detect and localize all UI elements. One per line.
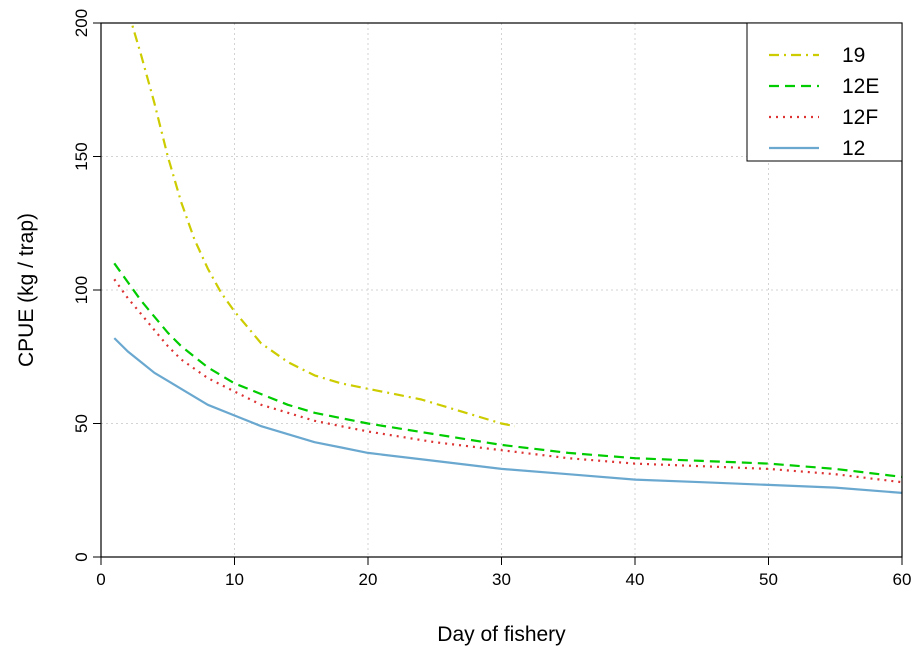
y-axis-title: CPUE (kg / trap) (15, 213, 38, 367)
x-tick-label: 50 (759, 570, 778, 589)
series-line-19 (130, 23, 516, 428)
legend-label: 12F (842, 106, 878, 129)
series-line-12f (113, 278, 902, 484)
series-line-12 (113, 337, 902, 494)
x-tick-label: 0 (96, 570, 105, 589)
legend-label: 12 (842, 137, 865, 160)
x-tick-label: 30 (492, 570, 511, 589)
x-tick-label: 10 (225, 570, 244, 589)
x-tick-label: 20 (359, 570, 378, 589)
y-tick-label: 0 (72, 552, 91, 561)
series-line-12e (113, 262, 902, 478)
x-tick-label: 60 (893, 570, 912, 589)
series-lines (113, 23, 902, 494)
y-tick-label: 150 (72, 142, 91, 170)
legend: 19 12E 12F 12 (746, 22, 903, 162)
axes: 0 10 20 30 40 50 60 0 50 100 150 200 (72, 9, 911, 589)
legend-box (746, 22, 903, 162)
x-axis-title: Day of fishery (437, 623, 566, 646)
x-tick-label: 40 (626, 570, 645, 589)
y-tick-label: 200 (72, 9, 91, 37)
plot-frame (100, 22, 903, 558)
legend-label: 19 (842, 44, 865, 67)
y-tick-label: 50 (72, 414, 91, 433)
y-tick-label: 100 (72, 276, 91, 304)
legend-label: 12E (842, 75, 879, 98)
